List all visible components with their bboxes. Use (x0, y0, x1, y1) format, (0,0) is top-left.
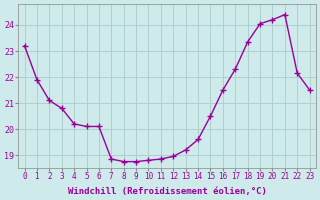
X-axis label: Windchill (Refroidissement éolien,°C): Windchill (Refroidissement éolien,°C) (68, 187, 267, 196)
